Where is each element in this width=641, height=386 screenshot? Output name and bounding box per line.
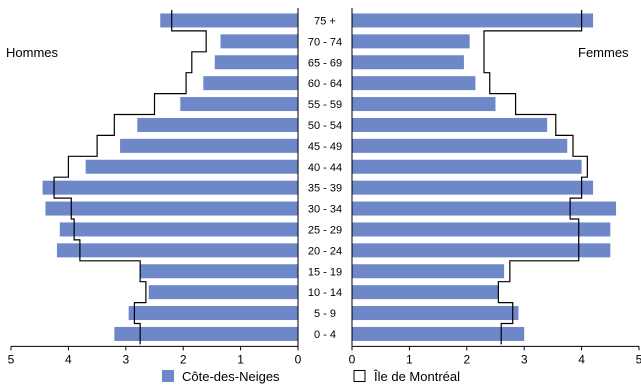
legend: Côte-des-Neiges Île de Montréal — [162, 369, 460, 384]
bar-femmes — [352, 138, 568, 153]
bar-hommes — [203, 76, 298, 91]
age-group-label: 45 - 49 — [308, 141, 342, 153]
age-group-label: 30 - 34 — [308, 204, 342, 216]
legend-swatch-ile-de-montreal — [353, 370, 366, 382]
age-group-label: 0 - 4 — [314, 329, 336, 341]
bar-femmes — [352, 222, 611, 237]
x-tick-label-hommes: 3 — [122, 352, 129, 366]
bar-femmes — [352, 285, 499, 300]
x-tick-label-femmes: 3 — [521, 352, 528, 366]
x-tick-label-hommes: 2 — [180, 352, 187, 366]
hommes-outline — [53, 10, 207, 345]
outline-hommes — [53, 10, 207, 345]
bar-femmes — [352, 201, 617, 216]
age-group-label: 50 - 54 — [308, 120, 342, 132]
bar-hommes — [45, 201, 298, 216]
x-tick-label-femmes: 4 — [578, 352, 585, 366]
bar-hommes — [59, 222, 298, 237]
bar-hommes — [128, 306, 298, 321]
bar-hommes — [214, 55, 298, 70]
bar-femmes — [352, 34, 470, 49]
age-group-label: 75 + — [314, 15, 336, 27]
x-tick-label-femmes: 1 — [406, 352, 413, 366]
age-group-label: 60 - 64 — [308, 78, 342, 90]
x-tick-label-hommes: 0 — [295, 352, 302, 366]
age-group-label: 35 - 39 — [308, 183, 342, 195]
bar-hommes — [137, 117, 298, 132]
bar-femmes — [352, 180, 594, 195]
femmes-outline — [483, 10, 588, 345]
age-group-label: 55 - 59 — [308, 99, 342, 111]
age-group-label: 5 - 9 — [314, 308, 336, 320]
legend-label-ile-de-montreal: Île de Montréal — [373, 369, 460, 384]
x-tick-label-hommes: 5 — [8, 352, 15, 366]
bar-hommes — [42, 180, 298, 195]
age-group-label: 10 - 14 — [308, 287, 342, 299]
bar-hommes — [140, 264, 298, 279]
left-side-label: Hommes — [6, 45, 59, 60]
bar-femmes — [352, 264, 505, 279]
x-tick-label-hommes: 4 — [65, 352, 72, 366]
bar-femmes — [352, 159, 582, 174]
age-group-label: 20 - 24 — [308, 245, 342, 257]
age-group-label: 65 - 69 — [308, 57, 342, 69]
age-group-label: 25 - 29 — [308, 224, 342, 236]
bar-hommes — [114, 326, 298, 341]
x-tick-label-femmes: 2 — [463, 352, 470, 366]
outline-femmes — [483, 10, 588, 345]
bar-femmes — [352, 76, 476, 91]
age-group-label: 40 - 44 — [308, 162, 342, 174]
axes: 0 0 1 1 2 2 3 3 4 4 5 5 — [8, 8, 641, 366]
age-group-label: 70 - 74 — [308, 36, 342, 48]
bar-femmes — [352, 306, 519, 321]
x-tick-label-hommes: 1 — [237, 352, 244, 366]
bar-hommes — [180, 97, 298, 112]
x-tick-label-femmes: 0 — [349, 352, 356, 366]
hommes-bars — [42, 13, 299, 341]
right-side-label: Femmes — [578, 45, 629, 60]
legend-label-cote-des-neiges: Côte-des-Neiges — [182, 369, 280, 384]
age-group-labels: 75 + 70 - 74 65 - 69 60 - 64 55 - 59 50 - 54 4… — [308, 15, 342, 341]
bar-femmes — [352, 326, 525, 341]
bar-femmes — [352, 13, 594, 28]
bar-hommes — [148, 285, 298, 300]
bar-hommes — [120, 138, 298, 153]
bar-hommes — [160, 13, 298, 28]
femmes-bars — [352, 13, 617, 341]
age-group-label: 15 - 19 — [308, 266, 342, 278]
legend-swatch-cote-des-neiges — [162, 370, 174, 382]
bar-femmes — [352, 117, 548, 132]
bar-femmes — [352, 243, 611, 258]
bar-femmes — [352, 97, 496, 112]
bar-hommes — [85, 159, 299, 174]
bar-hommes — [56, 243, 298, 258]
bar-hommes — [220, 34, 298, 49]
x-tick-label-femmes: 5 — [636, 352, 641, 366]
bar-femmes — [352, 55, 464, 70]
